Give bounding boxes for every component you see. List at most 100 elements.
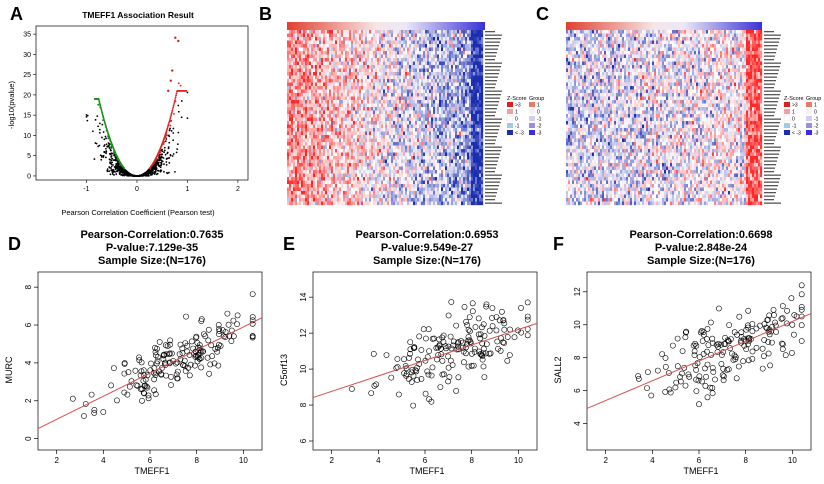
heatmap-cell — [375, 125, 377, 129]
heatmap-cell — [417, 104, 419, 108]
heatmap-cell — [319, 128, 321, 132]
heatmap-cell — [479, 156, 481, 160]
heatmap-cell — [331, 37, 333, 41]
heatmap-cell — [287, 160, 289, 164]
heatmap-cell — [303, 146, 305, 150]
heatmap-cell — [333, 83, 335, 87]
heatmap-cell — [387, 72, 389, 76]
heatmap-cell — [445, 118, 447, 122]
volcano-point — [112, 172, 114, 174]
heatmap-cell — [447, 142, 449, 146]
volcano-point — [144, 173, 146, 175]
heatmap-cell — [475, 44, 477, 48]
heatmap-cell — [325, 104, 327, 108]
heatmap-cell — [383, 30, 385, 34]
heatmap-cell — [407, 58, 409, 62]
heatmap-cell — [427, 69, 429, 73]
heatmap-cell — [353, 30, 355, 34]
heatmap-cell — [353, 153, 355, 157]
heatmap-cell — [479, 76, 481, 80]
heatmap-cell — [473, 97, 475, 101]
heatmap-cell — [481, 135, 483, 139]
heatmap-cell — [343, 125, 345, 129]
heatmap-cell — [423, 90, 425, 94]
heatmap-b-cells — [287, 30, 483, 205]
heatmap-cell — [421, 111, 423, 115]
heatmap-cell — [351, 86, 353, 90]
heatmap-cell — [357, 132, 359, 136]
heatmap-cell — [295, 51, 297, 55]
heatmap-cell — [381, 104, 383, 108]
heatmap-cell — [391, 118, 393, 122]
heatmap-cell — [389, 153, 391, 157]
heatmap-cell — [377, 156, 379, 160]
heatmap-cell — [421, 93, 423, 97]
heatmap-cell — [299, 146, 301, 150]
y-tick-label: 30 — [23, 52, 31, 59]
heatmap-cell — [473, 149, 475, 153]
heatmap-cell — [435, 90, 437, 94]
heatmap-cell — [453, 118, 455, 122]
heatmap-cell — [325, 69, 327, 73]
heatmap-cell — [445, 76, 447, 80]
heatmap-cell — [379, 79, 381, 83]
heatmap-cell — [373, 121, 375, 125]
heatmap-cell — [397, 104, 399, 108]
heatmap-cell — [371, 37, 373, 41]
heatmap-cell — [353, 146, 355, 150]
heatmap-cell — [381, 118, 383, 122]
heatmap-cell — [435, 128, 437, 132]
heatmap-cell — [387, 160, 389, 164]
heatmap-cell — [421, 149, 423, 153]
heatmap-cell — [343, 58, 345, 62]
heatmap-cell — [307, 41, 309, 45]
heatmap-cell — [301, 72, 303, 76]
heatmap-cell — [405, 86, 407, 90]
heatmap-cell — [385, 86, 387, 90]
heatmap-cell — [335, 86, 337, 90]
heatmap-cell — [287, 30, 289, 34]
heatmap-cell — [433, 104, 435, 108]
heatmap-cell — [303, 34, 305, 38]
heatmap-cell — [457, 118, 459, 122]
heatmap-cell — [353, 65, 355, 69]
heatmap-cell — [359, 125, 361, 129]
heatmap-cell — [303, 58, 305, 62]
heatmap-cell — [449, 37, 451, 41]
heatmap-cell — [327, 104, 329, 108]
heatmap-cell — [357, 153, 359, 157]
heatmap-cell — [371, 34, 373, 38]
heatmap-cell — [383, 100, 385, 104]
heatmap-cell — [451, 111, 453, 115]
heatmap-cell — [367, 100, 369, 104]
heatmap-cell — [349, 125, 351, 129]
heatmap-cell — [435, 118, 437, 122]
heatmap-cell — [389, 55, 391, 59]
heatmap-cell — [417, 69, 419, 73]
heatmap-cell — [337, 72, 339, 76]
heatmap-cell — [353, 135, 355, 139]
heatmap-cell — [421, 128, 423, 132]
heatmap-cell — [451, 142, 453, 146]
heatmap-cell — [373, 58, 375, 62]
volcano-point — [165, 154, 167, 156]
heatmap-cell — [407, 107, 409, 111]
heatmap-cell — [345, 58, 347, 62]
heatmap-cell — [361, 34, 363, 38]
heatmap-cell — [367, 83, 369, 87]
heatmap-cell — [451, 107, 453, 111]
heatmap-cell — [353, 104, 355, 108]
heatmap-cell — [321, 76, 323, 80]
heatmap-cell — [359, 44, 361, 48]
heatmap-cell — [353, 160, 355, 164]
heatmap-cell — [327, 160, 329, 164]
heatmap-cell — [435, 139, 437, 143]
heatmap-cell — [393, 132, 395, 136]
heatmap-cell — [363, 153, 365, 157]
heatmap-cell — [399, 51, 401, 55]
heatmap-cell — [429, 65, 431, 69]
heatmap-cell — [425, 34, 427, 38]
heatmap-cell — [325, 132, 327, 136]
heatmap-cell — [469, 156, 471, 160]
volcano-point — [111, 159, 113, 161]
